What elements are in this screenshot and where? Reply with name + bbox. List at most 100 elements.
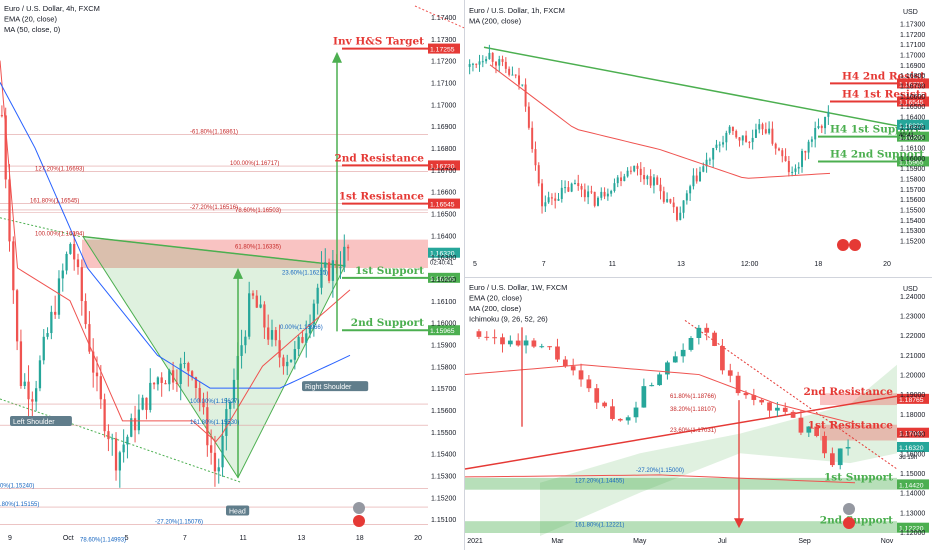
candle-body <box>623 176 626 182</box>
price-tick-label: 1.16400 <box>900 115 925 122</box>
price-tick-label: 1.13000 <box>900 510 925 517</box>
candle-body <box>19 341 23 386</box>
candle-body <box>791 171 794 173</box>
legend-line: Ichimoku (9, 26, 52, 26) <box>469 315 548 324</box>
candle-body <box>692 175 695 187</box>
legend-line: Euro / U.S. Dollar, 1W, FXCM <box>469 283 567 292</box>
candle-body <box>837 448 843 466</box>
candle-body <box>23 381 26 386</box>
candle-body <box>339 267 342 269</box>
arrow-head <box>233 268 243 279</box>
candle-body <box>775 407 780 411</box>
candle-body <box>712 332 717 346</box>
candle-body <box>774 143 777 149</box>
candle-body <box>240 345 243 356</box>
candle-body <box>175 382 179 384</box>
level-tag <box>897 131 929 142</box>
panel-4h[interactable]: -61.80%(1.16861) 127.20%(1.16693) 100.00%(… <box>0 4 465 543</box>
fib-label: 100.00%(1.16717) <box>230 161 279 167</box>
candle-body <box>600 191 603 198</box>
time-tick-label: 20 <box>414 535 422 542</box>
panel-1w[interactable]: 61.80%(1.18766) 38.20%(1.18107) 23.60%(1.1… <box>464 283 929 545</box>
level-label: 2nd Resistance <box>334 152 424 164</box>
candle-body <box>217 467 220 472</box>
event-icon <box>353 502 365 514</box>
candle-body <box>768 128 771 134</box>
candle-body <box>149 382 152 410</box>
candle-body <box>764 129 767 134</box>
price-tick-label: 1.17300 <box>900 22 925 29</box>
candle-body <box>8 179 11 242</box>
candle-body <box>301 337 304 343</box>
candle-body <box>126 436 129 445</box>
candle-body <box>12 241 15 291</box>
price-tick-label: 1.15900 <box>900 166 925 173</box>
arrow-head <box>734 518 744 529</box>
fib-label: -27.20%(1.15000) <box>636 468 684 474</box>
pattern-label-bg <box>302 381 369 392</box>
price-tick-label: 1.15000 <box>900 471 925 478</box>
candle-body <box>814 426 820 436</box>
candle-body <box>523 340 529 346</box>
price-tick-label: 1.15400 <box>431 452 456 459</box>
candle-body <box>758 124 761 130</box>
candle-body <box>57 278 61 315</box>
candle-body <box>652 177 655 186</box>
candle-body <box>593 191 596 206</box>
candle-body <box>514 74 517 76</box>
fib-label: 0.00%(1.15966) <box>280 325 323 331</box>
candle-body <box>657 374 662 386</box>
flag-icon <box>843 517 855 529</box>
candle-body <box>114 438 118 471</box>
candle-body <box>787 161 790 173</box>
price-tick-label: 1.15500 <box>431 430 456 437</box>
candle-body <box>801 150 804 167</box>
candle-body <box>794 168 797 172</box>
candle-body <box>248 293 251 337</box>
level-tag <box>897 427 929 438</box>
level-tag <box>897 156 929 167</box>
price-tick-label: 1.17200 <box>900 32 925 39</box>
candle-body <box>515 340 521 346</box>
candle-body <box>564 187 567 189</box>
time-tick-label: Nov <box>881 538 894 545</box>
candle-body <box>111 438 114 440</box>
level-label: 1st Support <box>824 471 893 483</box>
price-tick-label: 1.22000 <box>900 333 925 340</box>
price-tick-label: 1.18000 <box>900 412 925 419</box>
legend-line: MA (50, close, 0) <box>4 25 61 34</box>
fib-label: 78.60%(1.16503) <box>235 208 281 214</box>
candle-body <box>478 61 481 65</box>
fib-label: 61.80%(1.16335) <box>235 244 281 250</box>
candle-body <box>830 453 835 466</box>
candle-body <box>316 287 319 304</box>
legend-line: MA (200, close) <box>469 17 522 26</box>
price-tick-label: 1.15100 <box>431 517 456 524</box>
candle-body <box>620 177 623 182</box>
legend-line: EMA (20, close) <box>469 294 522 303</box>
candle-body <box>602 402 607 407</box>
fib-label: 61.80%(1.18766) <box>670 394 716 400</box>
candle-body <box>767 402 772 411</box>
price-tick-label: 1.15700 <box>900 187 925 194</box>
time-tick-label: May <box>633 538 647 545</box>
candle-body <box>95 372 99 377</box>
candle-body <box>610 190 613 194</box>
trendline-dotted <box>684 320 898 470</box>
candle-body <box>682 200 685 213</box>
candle-body <box>547 197 550 203</box>
candle-body <box>289 359 293 362</box>
candle-body <box>790 411 796 418</box>
fib-label: 38.20%(1.18107) <box>670 407 716 413</box>
price-tick-label: 1.17000 <box>900 53 925 60</box>
fib-label: 78.60%(1.14993) <box>80 537 126 543</box>
candle-body <box>718 144 721 146</box>
price-axis-unit: USD <box>903 286 918 293</box>
price-tick-label: 1.15300 <box>900 228 925 235</box>
level-tag-text: 1.18765 <box>899 397 924 404</box>
candle-body <box>103 399 106 432</box>
candle-body <box>76 259 80 268</box>
candle-body <box>567 187 570 192</box>
level-label: 2nd Resistance <box>803 386 893 398</box>
